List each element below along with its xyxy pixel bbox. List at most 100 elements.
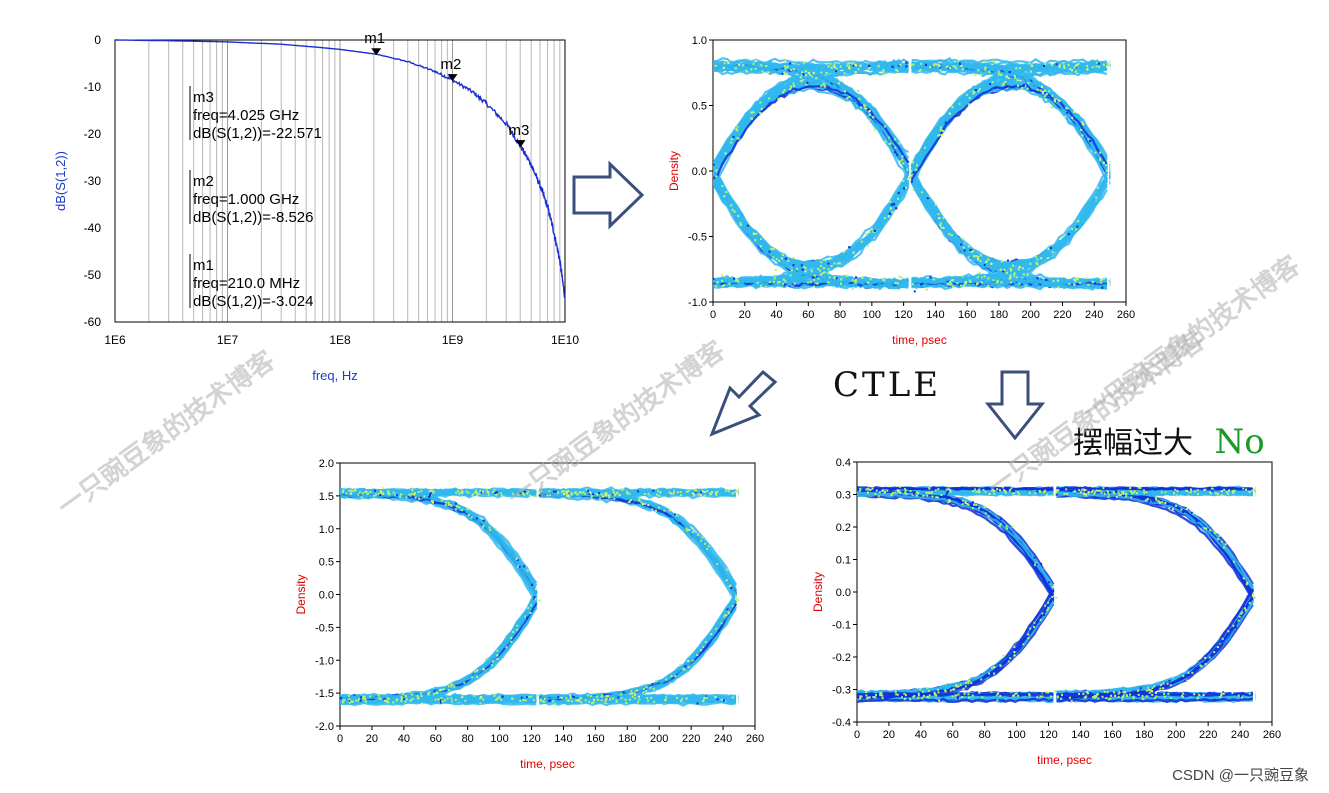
density-speckle <box>638 695 640 698</box>
density-speckle <box>345 492 348 495</box>
density-speckle <box>1136 217 1138 219</box>
density-speckle <box>1011 525 1014 528</box>
density-speckle <box>517 493 520 496</box>
density-speckle <box>962 238 965 241</box>
density-speckle <box>1013 651 1016 653</box>
density-speckle <box>481 490 484 493</box>
density-speckle <box>771 248 774 251</box>
density-speckle <box>463 681 466 684</box>
density-speckle <box>926 197 929 200</box>
density-speckle <box>1148 688 1151 691</box>
density-speckle <box>789 62 792 65</box>
density-speckle <box>1103 492 1106 495</box>
eye-trace <box>790 489 854 583</box>
density-speckle <box>781 253 784 256</box>
density-speckle <box>404 700 407 703</box>
density-speckle <box>891 211 894 214</box>
density-speckle <box>1213 698 1216 701</box>
eye-trace <box>640 279 710 284</box>
density-speckle <box>434 698 437 701</box>
density-speckle <box>538 494 541 497</box>
y-tick-label: -40 <box>84 221 102 235</box>
density-speckle <box>911 493 914 496</box>
y-tick-label: -2.0 <box>315 721 334 733</box>
density-speckle <box>1044 604 1047 607</box>
density-speckle <box>1013 654 1016 657</box>
density-speckle <box>904 489 907 492</box>
density-speckle <box>1218 534 1221 537</box>
density-speckle <box>827 65 830 68</box>
eye-trace <box>640 280 710 286</box>
density-speckle <box>1087 284 1090 287</box>
density-speckle <box>1220 494 1223 497</box>
density-speckle <box>1132 697 1135 700</box>
density-speckle <box>693 494 695 496</box>
density-speckle <box>1052 586 1055 588</box>
density-speckle <box>1100 278 1103 281</box>
density-speckle <box>1159 684 1162 687</box>
y-tick-label: 1.0 <box>692 35 707 47</box>
density-speckle <box>1248 491 1251 494</box>
density-speckle <box>1024 284 1027 287</box>
density-speckle <box>1158 244 1160 246</box>
density-speckle <box>984 490 987 493</box>
density-speckle <box>409 691 412 694</box>
density-speckle <box>473 694 476 697</box>
density-speckle <box>450 697 453 700</box>
density-speckle <box>1154 105 1156 107</box>
density-speckle <box>992 279 995 282</box>
density-speckle <box>480 491 483 494</box>
density-speckle <box>780 698 782 700</box>
density-speckle <box>721 279 724 282</box>
density-speckle <box>634 690 637 693</box>
density-speckle <box>990 690 993 693</box>
density-speckle <box>439 701 442 704</box>
density-speckle <box>857 68 860 71</box>
density-speckle <box>782 278 785 281</box>
density-speckle <box>1133 282 1135 284</box>
density-speckle <box>755 232 758 235</box>
density-speckle <box>637 490 640 493</box>
density-speckle <box>1064 115 1067 118</box>
density-speckle <box>875 693 877 696</box>
density-speckle <box>432 501 434 504</box>
density-speckle <box>924 146 926 149</box>
density-speckle <box>539 698 542 701</box>
density-speckle <box>543 700 546 703</box>
density-speckle <box>412 495 415 498</box>
density-speckle <box>535 495 538 498</box>
density-speckle <box>1146 499 1148 502</box>
density-speckle <box>1241 611 1244 614</box>
density-speckle <box>898 64 901 67</box>
density-speckle <box>1066 111 1069 114</box>
density-speckle <box>937 213 940 216</box>
density-speckle <box>1167 692 1170 695</box>
density-speckle <box>461 491 464 494</box>
density-speckle <box>757 696 759 698</box>
density-speckle <box>1096 61 1099 64</box>
density-speckle <box>523 490 526 493</box>
density-speckle <box>734 491 737 494</box>
density-speckle <box>490 664 493 667</box>
density-speckle <box>484 487 487 490</box>
density-speckle <box>683 668 686 671</box>
density-speckle <box>1150 238 1152 240</box>
density-speckle <box>1189 491 1192 494</box>
density-speckle <box>898 485 901 488</box>
density-speckle <box>458 506 461 509</box>
density-speckle <box>360 496 363 499</box>
density-speckle <box>679 494 682 497</box>
density-speckle <box>724 152 727 155</box>
eye-traces <box>790 485 1257 704</box>
density-speckle <box>1216 538 1219 541</box>
density-speckle <box>775 258 778 261</box>
density-speckle <box>973 255 976 258</box>
insertion-loss-chart: 1E6 1E7 1E8 1E9 1E100-10-20-30-40-50-60freq,… <box>53 30 579 383</box>
density-speckle <box>358 491 361 494</box>
eye-trace <box>640 278 710 284</box>
density-speckle <box>1135 138 1137 140</box>
density-speckle <box>725 579 728 582</box>
eye-trace <box>790 697 854 700</box>
density-speckle <box>1027 637 1030 640</box>
density-speckle <box>1122 492 1125 495</box>
